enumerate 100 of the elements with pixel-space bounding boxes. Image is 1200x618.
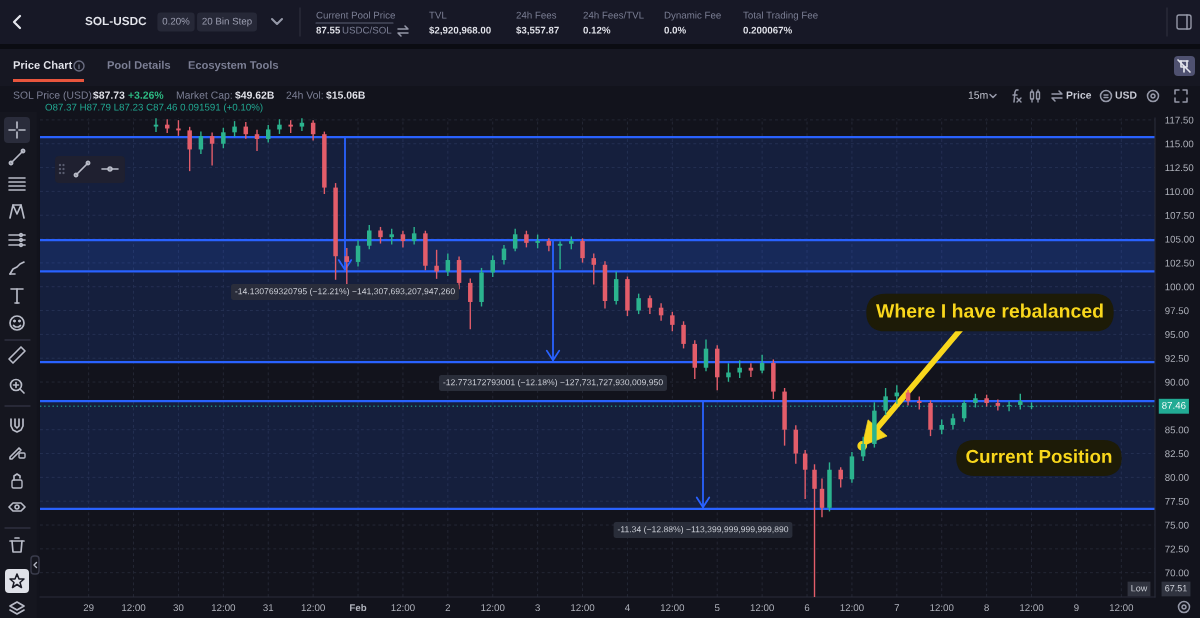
candlestick [344, 247, 350, 285]
text: USDC/SOL [342, 26, 392, 34]
text: O87.37 H87.79 L87.23 C87.46 0.091591 (+0.10%) [45, 103, 263, 113]
text: Current Pool Price [316, 11, 395, 19]
y-tick-label: 117.50 [1165, 116, 1194, 124]
y-tick-label: 90.00 [1165, 378, 1189, 386]
x-tick-label: 12:00 [1020, 604, 1044, 612]
annotation: Low [1131, 585, 1148, 592]
x-tick-label: 6 [804, 604, 810, 612]
y-tick-label: 95.00 [1165, 331, 1189, 338]
y-tick-label: 77.50 [1165, 497, 1189, 505]
text: 15m [968, 91, 988, 99]
x-tick-label: 12:00 [1109, 604, 1134, 612]
text: USD [1115, 91, 1137, 99]
x-tick-label: 31 [263, 604, 274, 612]
text: TVL [429, 11, 447, 19]
text: $3,557.87 [516, 26, 559, 36]
x-tick-label: 12:00 [122, 604, 146, 612]
x-tick-label: 12:00 [301, 604, 325, 612]
candlestick [681, 321, 686, 349]
ref-line-label: 87.46 [1162, 401, 1186, 409]
x-tick-label: 29 [83, 604, 94, 612]
x-tick-label: 5 [714, 604, 720, 612]
candlestick [490, 255, 495, 277]
x-tick-label: 3 [535, 604, 540, 612]
y-tick-label: 102.50 [1165, 259, 1195, 267]
text: Pool Details [107, 60, 171, 69]
text: 24h Fees [516, 11, 557, 19]
candlestick [299, 118, 305, 132]
x-tick-label: Feb [350, 603, 367, 612]
y-tick-label: 75.00 [1165, 521, 1189, 529]
y-tick-label: 82.50 [1165, 450, 1189, 458]
text: Dynamic Fee [664, 11, 721, 21]
candlestick [187, 126, 192, 172]
y-tick-label: 70.00 [1165, 569, 1189, 577]
candlestick [748, 363, 754, 378]
text: 24h Vol: [286, 91, 323, 99]
text: $15.06B [326, 90, 365, 100]
y-tick-label: 97.50 [1165, 307, 1189, 315]
text: 0.200067% [743, 26, 792, 34]
candlestick [209, 132, 215, 166]
candlestick [512, 228, 518, 252]
x-tick-label: 12:00 [840, 604, 864, 612]
y-tick-label: 110.00 [1165, 188, 1194, 196]
candlestick [254, 129, 260, 152]
y-tick-label: 105.00 [1165, 235, 1195, 243]
candlestick [434, 249, 439, 279]
candlestick [367, 225, 372, 250]
candlestick [221, 127, 226, 149]
text: $87.73 [93, 90, 125, 100]
annotation: -14.130769320795 (−12.21%) −141,307,693,207,947,260 [235, 287, 455, 297]
candlestick [670, 311, 675, 332]
y-tick-label: 85.00 [1165, 426, 1189, 434]
text: 20 Bin Step [202, 17, 252, 27]
annotation: Current Position [966, 449, 1112, 464]
text: 24h Fees/TVL [583, 11, 644, 19]
annotation: -12.773172793001 (−12.18%) −127,731,727,930,009,950 [443, 378, 663, 388]
y-tick-label: 80.00 [1165, 474, 1189, 481]
x-tick-label: 8 [984, 604, 989, 612]
text: 0.20% [162, 17, 190, 25]
x-tick-label: 9 [1074, 604, 1079, 612]
y-tick-label: 115.00 [1165, 140, 1194, 148]
text: $2,920,968.00 [429, 26, 491, 36]
x-tick-label: 12:00 [930, 604, 954, 612]
text: +3.26% [128, 91, 164, 99]
x-tick-label: 4 [624, 604, 630, 611]
candlestick [591, 253, 596, 285]
y-tick-label: 107.50 [1165, 211, 1195, 219]
text: SOL Price (USD): [13, 91, 94, 101]
candlestick [692, 340, 698, 379]
x-tick-label: 12:00 [750, 604, 774, 612]
x-tick-label: 12:00 [211, 604, 236, 612]
annotation: Where I have rebalanced [876, 303, 1103, 318]
x-tick-label: 2 [445, 604, 451, 611]
x-tick-label: 12:00 [571, 604, 595, 612]
chart-title: SOL-USDC [85, 16, 147, 26]
text: $49.62B [235, 90, 274, 100]
candlestick [793, 425, 799, 464]
annotation: -11.34 (−12.88%) −113,399,999,999,999,890 [617, 525, 789, 535]
candlestick [636, 293, 641, 315]
text: 67.51 [1165, 585, 1187, 592]
x-tick-label: 7 [894, 604, 900, 611]
text: 87.55 [316, 26, 341, 34]
y-tick-label: 92.50 [1165, 354, 1189, 362]
y-tick-label: 112.50 [1165, 164, 1194, 172]
x-tick-label: 12:00 [391, 604, 415, 612]
x-tick-label: 12:00 [660, 604, 685, 612]
candlestick [580, 238, 585, 263]
text: Ecosystem Tools [188, 60, 279, 72]
candlestick [468, 278, 473, 330]
candlestick [546, 238, 552, 252]
text: 0.0% [664, 26, 686, 34]
x-tick-label: 30 [173, 604, 184, 612]
y-tick-label: 72.50 [1165, 545, 1189, 553]
candlestick [613, 271, 619, 305]
text: 0.12% [583, 26, 611, 34]
text: Total Trading Fee [743, 11, 818, 21]
x-tick-label: 12:00 [481, 604, 505, 612]
y-tick-label: 100.00 [1165, 283, 1195, 291]
text: Price [1066, 91, 1092, 99]
